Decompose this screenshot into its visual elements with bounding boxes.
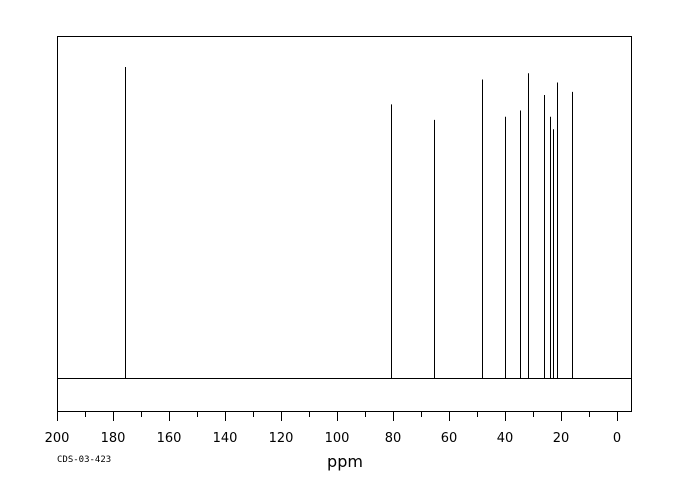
x-tick-label-80: 80 [385,431,402,446]
x-tick-label-0: 0 [613,431,621,446]
x-tick-label-20: 20 [553,431,570,446]
x-tick-label-40: 40 [497,431,514,446]
peaks-group [125,67,573,378]
x-tick-label-60: 60 [441,431,458,446]
x-tick-label-140: 140 [213,431,238,446]
x-tick-label-180: 180 [101,431,126,446]
spectrum-code: CDS-03-423 [57,455,112,465]
x-axis-title: ppm [327,452,363,471]
x-tick-label-200: 200 [45,431,70,446]
x-tick-label-100: 100 [325,431,350,446]
x-axis-ticks: 200 180 160 140 120 100 80 60 40 20 0 [45,411,621,446]
plot-frame [57,36,632,412]
x-tick-label-160: 160 [157,431,182,446]
x-tick-label-120: 120 [269,431,294,446]
